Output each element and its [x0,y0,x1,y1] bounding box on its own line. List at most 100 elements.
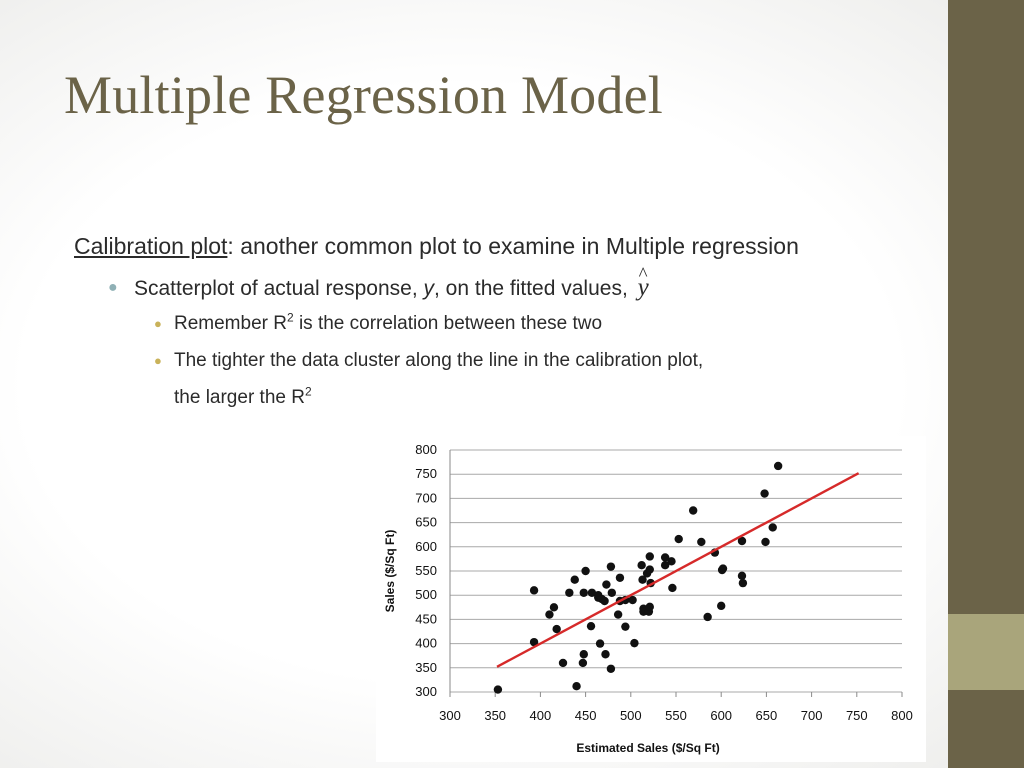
y-tick-label: 700 [415,490,437,505]
y-tick-label: 750 [415,466,437,481]
superscript: 2 [304,384,312,399]
data-point [615,573,625,582]
y-tick-label: 600 [415,539,437,554]
data-point [613,610,623,619]
bullet-text: The tighter the data cluster along the l… [174,350,704,371]
data-point [570,575,579,584]
bullet-text: the larger the R [174,387,305,408]
superscript: 2 [286,310,294,325]
y-tick-label: 800 [415,442,437,457]
y-tick-label: 650 [415,515,437,530]
data-point [660,553,670,562]
data-point [549,603,559,612]
data-point [645,552,654,561]
data-point [737,571,747,581]
data-point [600,596,609,606]
data-point [606,664,616,673]
x-axis-label: Estimated Sales ($/Sq Ft) [576,741,719,755]
x-tick-label: 350 [484,708,506,723]
data-point [578,658,588,668]
data-point [529,586,539,595]
calibration-chart: 300 350 400 450 500 550 600 650 700 750 800 300 350 4… [376,436,926,762]
x-tick-label: 800 [891,708,913,723]
var-y-hat: ^ y [637,264,649,304]
data-point [587,588,597,597]
data-point [773,461,783,471]
data-point [606,562,616,571]
y-tick-label: 550 [415,563,437,578]
y-axis-label: Sales ($/Sq Ft) [383,530,397,613]
bullet-text: , on the fitted values, [434,277,634,300]
data-point [630,638,639,648]
term-calibration-plot: Calibration plot [74,233,228,259]
data-point [688,506,698,515]
slide-body: Calibration plot: another common plot to… [74,228,914,416]
fit-line [496,472,860,668]
x-tick-label: 600 [710,708,732,723]
data-point [579,650,588,659]
bullet-text: is the correlation between these two [293,313,603,334]
data-point [586,621,596,631]
y-tick-label: 400 [415,636,437,651]
bullet-text: Scatterplot of actual response, [134,277,424,300]
data-point [737,536,747,546]
data-point [668,583,677,593]
data-point [718,564,728,573]
data-point [660,560,670,570]
x-tick-label: 450 [575,708,597,723]
x-tick-label: 550 [665,708,687,723]
y-tick-label: 350 [415,660,437,675]
data-point [581,566,590,576]
data-point [558,658,568,668]
x-tick-label: 750 [846,708,868,723]
data-point [761,537,770,547]
slide-title: Multiple Regression Model [64,65,663,125]
y-hat-letter: y [637,274,649,301]
data-point [717,601,726,611]
y-tick-label: 500 [415,587,437,602]
bullet-tighter-cluster: ● The tighter the data cluster along the… [154,342,914,379]
data-point [572,681,581,691]
data-point [667,557,676,566]
data-point [645,602,654,612]
lead-paragraph: Calibration plot: another common plot to… [74,228,914,265]
x-tick-label: 400 [530,708,552,723]
bullet-remember-r2: ● Remember R2 is the correlation between… [154,305,914,342]
bullet-dot-icon: ● [154,353,162,368]
x-tick-label: 650 [756,708,778,723]
x-tick-label: 700 [801,708,823,723]
bullet-dot-icon: ● [108,279,118,296]
data-point [545,610,554,619]
bullet-continuation: the larger the R2 [174,379,914,416]
data-point [602,580,611,589]
data-point [738,578,748,588]
y-tick-label: 300 [415,684,437,699]
bullet-scatterplot: ● Scatterplot of actual response, y, on … [108,264,914,305]
data-point [579,588,588,597]
data-point [645,565,654,574]
data-point [565,588,574,597]
var-y: y [423,277,435,300]
calibration-scatter-plot: 300 350 400 450 500 550 600 650 700 750 800 300 350 4… [383,442,913,755]
lead-rest: : another common plot to examine in Mult… [227,233,799,259]
data-point [552,624,561,634]
x-tick-label: 300 [439,708,461,723]
data-point [697,537,706,547]
data-point [607,588,617,597]
x-tick-label: 500 [620,708,642,723]
y-tick-label: 450 [415,611,437,626]
data-point [628,595,637,605]
hat-accent-icon: ^ [638,264,648,285]
data-point [529,637,539,647]
data-point [493,685,503,694]
data-point [601,650,610,659]
decorative-sidebar-accent [948,614,1024,690]
bullet-text: Remember R [174,313,287,334]
data-point [638,575,647,584]
data-point [595,639,605,648]
bullet-dot-icon: ● [154,316,162,331]
data-point [703,612,712,622]
data-point [621,622,630,631]
data-point [674,534,683,544]
data-point [760,489,769,498]
